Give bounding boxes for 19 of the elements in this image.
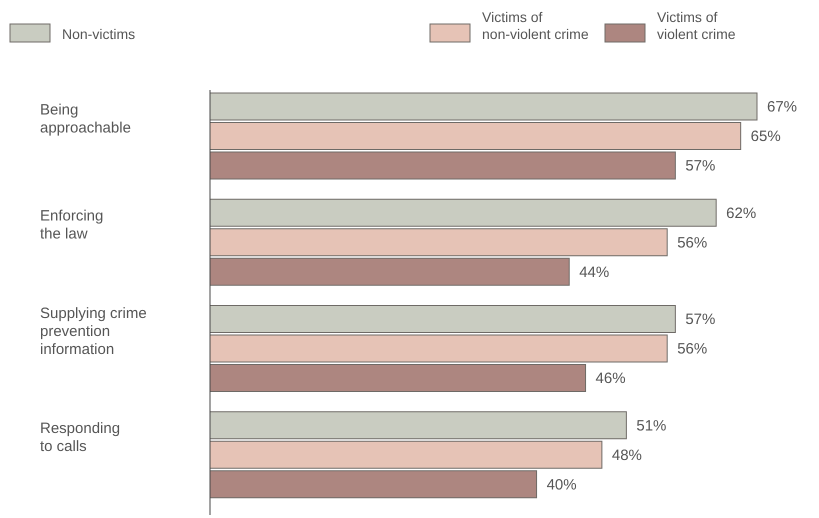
data-label: 56% xyxy=(677,340,708,358)
legend-label: Victims of non-violent crime xyxy=(482,9,589,42)
data-label: 40% xyxy=(546,476,577,494)
data-label: 44% xyxy=(579,264,610,281)
legend-label: Victims of violent crime xyxy=(657,9,736,42)
data-label: 56% xyxy=(677,234,708,252)
data-label: 67% xyxy=(767,98,798,116)
y-tick-label: Supplying crime prevention information xyxy=(40,304,147,358)
data-label: 65% xyxy=(750,128,781,145)
data-label: 46% xyxy=(596,370,626,387)
data-label: 62% xyxy=(726,204,756,222)
data-label: 57% xyxy=(685,158,716,174)
y-tick-label: Enforcing the law xyxy=(40,208,104,242)
legend-label: Non-victims xyxy=(62,26,136,42)
data-label: 48% xyxy=(612,446,642,464)
y-tick-label: Responding to calls xyxy=(40,420,120,455)
y-tick-label: Being approachable xyxy=(40,101,131,136)
data-label: 57% xyxy=(685,311,716,328)
data-label: 51% xyxy=(636,417,666,434)
